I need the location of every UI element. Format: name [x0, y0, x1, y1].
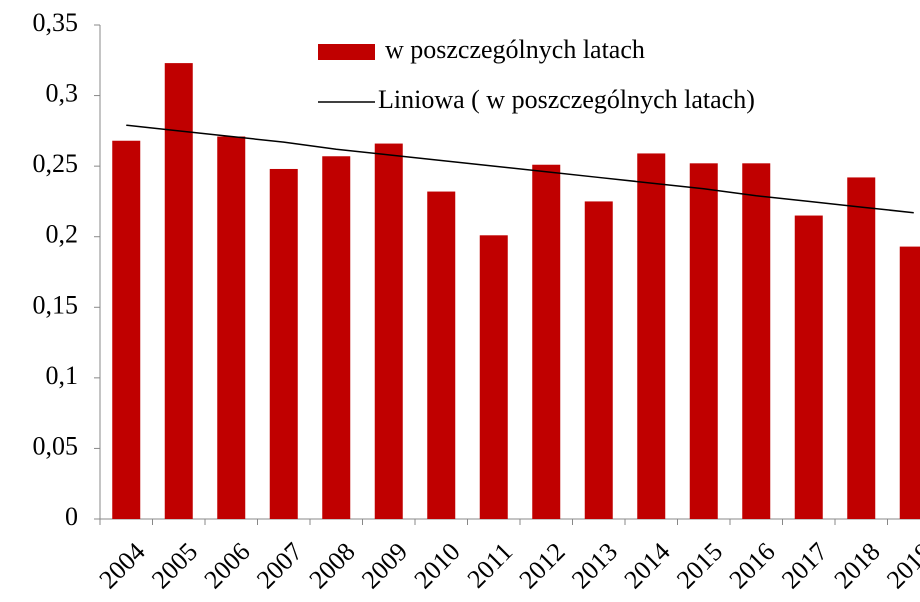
x-tick-label: 2009	[356, 537, 413, 594]
bar	[427, 191, 456, 519]
legend-label: w poszczególnych latach	[385, 35, 645, 64]
x-tick-label: 2004	[93, 537, 150, 594]
trend-line	[126, 124, 914, 214]
bar	[164, 63, 193, 519]
x-tick-label: 2017	[776, 537, 833, 594]
bar	[742, 163, 771, 519]
x-tick-label: 2013	[566, 537, 623, 594]
bar	[584, 201, 613, 519]
x-tick-label: 2019	[881, 537, 920, 594]
y-tick-label: 0,35	[33, 8, 79, 37]
x-tick-label: 2012	[513, 537, 570, 594]
y-tick-label: 0	[65, 502, 78, 531]
bar	[847, 177, 876, 520]
legend-swatch	[318, 44, 375, 60]
x-tick-label: 2005	[146, 537, 203, 594]
y-tick-label: 0,05	[33, 431, 79, 460]
x-tick-label: 2015	[671, 537, 728, 594]
y-tick-label: 0,2	[46, 220, 79, 249]
x-tick-label: 2007	[251, 537, 308, 594]
y-tick-label: 0,3	[46, 79, 79, 108]
x-tick-label: 2016	[723, 537, 780, 594]
x-tick-label: 2018	[828, 537, 885, 594]
x-tick-label: 2008	[303, 537, 360, 594]
y-tick-label: 0,1	[46, 361, 79, 390]
bar	[532, 164, 561, 519]
bar	[269, 168, 298, 520]
bar	[479, 235, 508, 519]
x-tick-label: 2006	[198, 537, 255, 594]
y-tick-label: 0,15	[33, 290, 79, 319]
x-tick-label: 2010	[408, 537, 465, 594]
bar	[322, 156, 351, 519]
x-tick-label: 2011	[462, 537, 519, 594]
bar	[637, 153, 666, 519]
bar	[112, 140, 141, 520]
bar	[689, 163, 718, 519]
x-tick-label: 2014	[618, 537, 675, 594]
bar	[899, 246, 920, 519]
bar	[374, 143, 403, 519]
legend-label: Liniowa ( w poszczególnych latach)	[378, 85, 755, 114]
bar	[794, 215, 823, 520]
y-tick-label: 0,25	[33, 149, 79, 178]
bar	[217, 136, 246, 519]
